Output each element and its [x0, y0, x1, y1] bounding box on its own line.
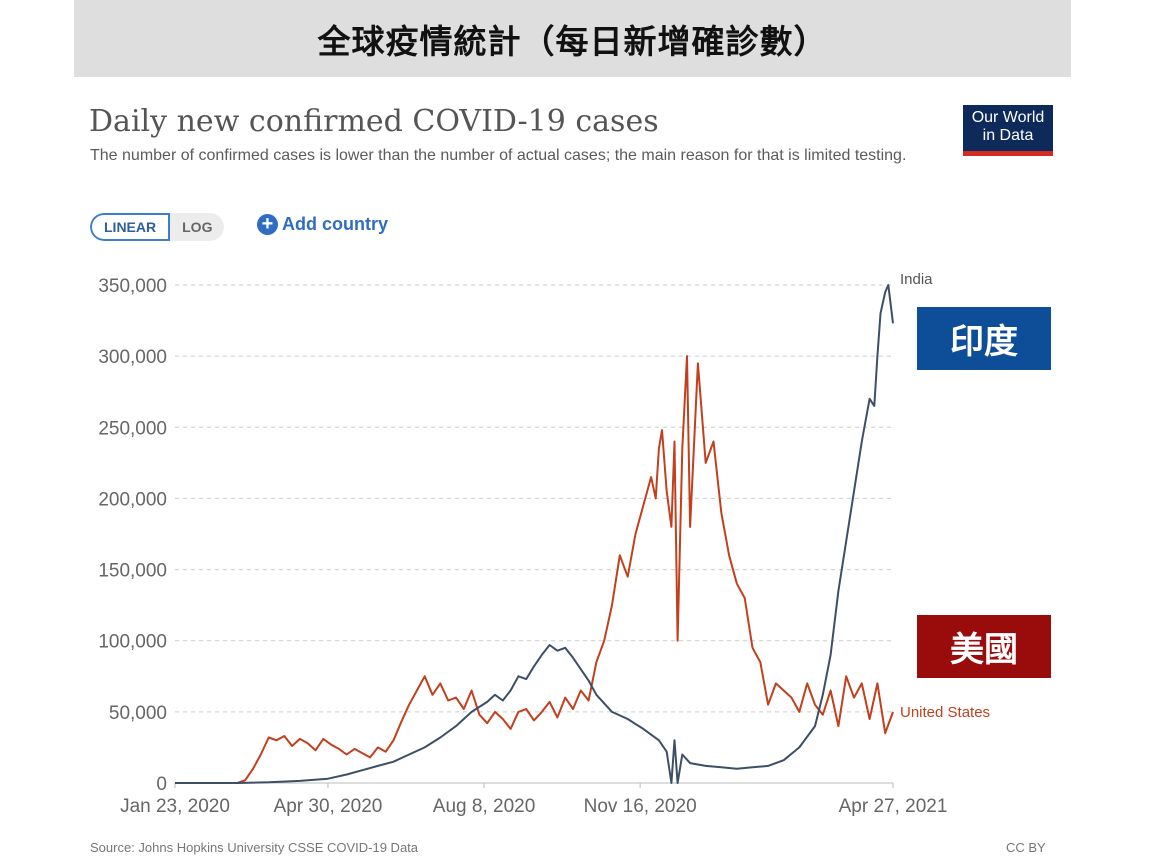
us-line-label: United States [900, 704, 990, 721]
x-tick-label: Apr 30, 2020 [274, 796, 383, 817]
chart-title: Daily new confirmed COVID-19 cases [89, 104, 659, 139]
source-note: Source: Johns Hopkins University CSSE CO… [90, 840, 419, 855]
add-country-label: Add country [282, 214, 388, 234]
chart-grid [175, 284, 893, 713]
plus-circle-icon: + [257, 214, 278, 235]
license-link[interactable]: CC BY [1006, 840, 1046, 855]
y-axis: 0 50,000 100,000 150,000 200,000 250,000 300,0… [98, 276, 167, 795]
banner: 全球疫情統計（每日新增確診數） [74, 0, 1071, 77]
logo-line1: Our World [971, 109, 1045, 126]
y-tick-label: 350,000 [98, 276, 167, 297]
scale-linear-button[interactable]: LINEAR [90, 213, 171, 241]
india-line-label: India [900, 271, 933, 288]
y-tick-label: 100,000 [98, 632, 167, 653]
series-labels: India United States [900, 271, 990, 721]
owid-logo[interactable]: Our World in Data [963, 105, 1053, 156]
chart-subtitle: The number of confirmed cases is lower t… [90, 147, 907, 164]
y-tick-label: 250,000 [98, 418, 167, 439]
us-annotation: 美國 [917, 615, 1051, 678]
x-tick-label: Apr 27, 2021 [839, 796, 948, 817]
x-tick-label: Nov 16, 2020 [584, 796, 697, 817]
scale-log-button[interactable]: LOG [170, 213, 225, 241]
add-country-button[interactable]: + Add country [257, 214, 388, 235]
y-tick-label: 300,000 [98, 347, 167, 368]
india-annotation: 印度 [917, 307, 1051, 370]
y-tick-label: 0 [156, 774, 167, 795]
x-tick-label: Aug 8, 2020 [433, 796, 535, 817]
y-tick-label: 50,000 [109, 703, 167, 724]
x-axis: Jan 23, 2020 Apr 30, 2020 Aug 8, 2020 Nov 1… [120, 782, 948, 817]
scale-toggle[interactable]: LINEAR LOG [90, 213, 225, 241]
chart-lines [175, 284, 894, 784]
logo-bar [963, 151, 1053, 156]
y-tick-label: 200,000 [98, 489, 167, 510]
united-states-line[interactable] [175, 355, 894, 784]
banner-title: 全球疫情統計（每日新增確診數） [317, 21, 828, 61]
y-tick-label: 150,000 [98, 561, 167, 582]
x-tick-label: Jan 23, 2020 [120, 796, 230, 817]
logo-line2: in Data [982, 127, 1034, 144]
india-line[interactable] [175, 284, 894, 784]
